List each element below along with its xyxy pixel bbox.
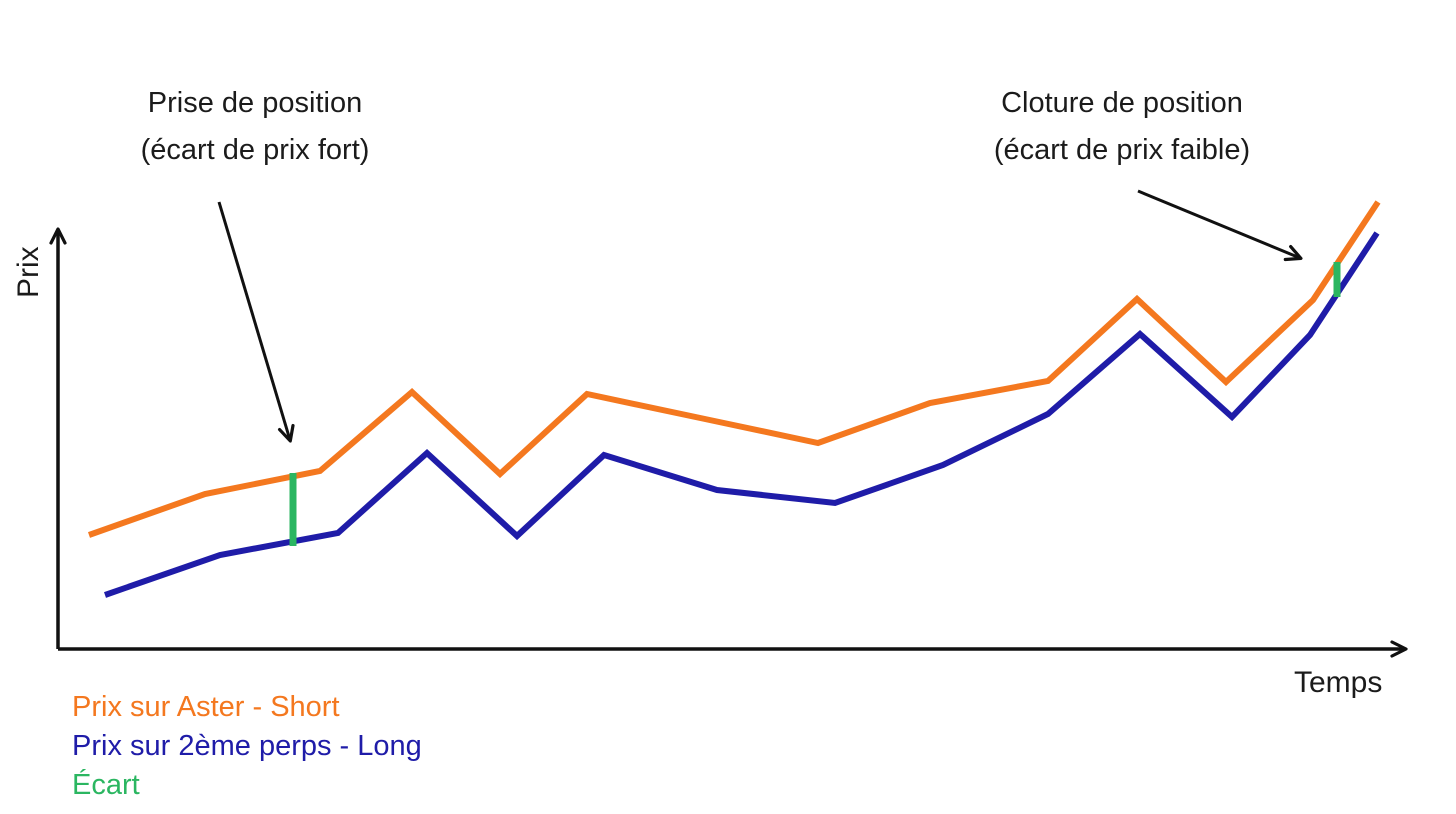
entry-annotation-line1: Prise de position xyxy=(147,87,363,119)
price-line-perps2-long xyxy=(104,231,1380,598)
entry-annotation: Prise de position (écart de prix fort) xyxy=(55,80,455,174)
spread-markers-layer xyxy=(289,262,1341,546)
exit-arrow xyxy=(1137,189,1303,262)
legend-item-perps2: Prix sur 2ème perps - Long xyxy=(72,730,422,762)
entry-annotation-line2: (écart de prix fort) xyxy=(140,134,370,166)
legend-item-ecart: Écart xyxy=(72,769,140,801)
y-axis-label: Prix xyxy=(12,246,45,298)
axis-layer xyxy=(49,227,1408,658)
legend: Prix sur Aster - Short Prix sur 2ème per… xyxy=(72,688,422,805)
exit-annotation: Cloture de position (écart de prix faibl… xyxy=(912,80,1332,174)
entry-arrow xyxy=(217,201,295,443)
annotation-arrows-layer xyxy=(217,189,1303,443)
exit-annotation-line1: Cloture de position xyxy=(1001,87,1243,119)
price-line-aster-short xyxy=(88,200,1381,538)
legend-item-aster: Prix sur Aster - Short xyxy=(72,691,340,723)
price-lines-layer xyxy=(88,200,1381,598)
exit-annotation-line2: (écart de prix faible) xyxy=(993,134,1251,166)
x-axis-label: Temps xyxy=(1294,666,1383,699)
